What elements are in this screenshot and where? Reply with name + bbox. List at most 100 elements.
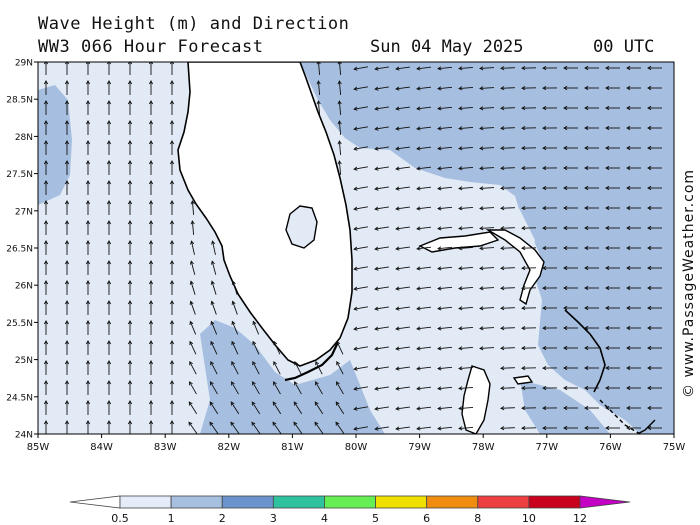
wave-arrow: [127, 380, 133, 395]
colorbar-tick-label: 4: [321, 512, 328, 525]
florida-peninsula: [177, 62, 353, 367]
wave-arrow: [395, 86, 410, 91]
colorbar-tick-label: 10: [522, 512, 536, 525]
wave-arrow: [231, 381, 239, 395]
lon-label: 76W: [599, 442, 622, 453]
wave-arrow: [85, 100, 91, 115]
wave-arrow: [395, 406, 410, 411]
wave-arrow: [64, 420, 70, 434]
wave-arrow: [605, 145, 620, 151]
wave-arrow: [43, 62, 49, 75]
wave-arrow: [209, 401, 219, 415]
wave-arrow: [374, 106, 389, 111]
wave-arrow: [64, 320, 70, 335]
wave-arrow: [521, 206, 537, 211]
wave-arrow: [85, 200, 91, 215]
grand-bahama: [418, 231, 500, 253]
wave-arrow: [169, 320, 175, 335]
wave-arrow: [127, 220, 133, 235]
wave-arrow: [542, 225, 558, 231]
wave-arrow: [374, 226, 389, 231]
wave-arrow: [353, 166, 368, 171]
wave-arrow: [395, 66, 410, 71]
wave-arrow: [169, 240, 175, 255]
cat-island: [636, 419, 656, 434]
wave-arrow: [251, 421, 261, 434]
wave-arrow: [85, 300, 91, 315]
wave-arrow: [169, 220, 175, 235]
wave-arrow: [190, 200, 195, 216]
forecast-time: 00 UTC: [593, 37, 655, 57]
wave-arrow: [416, 146, 432, 151]
wave-arrow: [189, 360, 197, 375]
wave-arrow: [458, 206, 474, 211]
wave-arrow: [437, 206, 453, 211]
lat-label: 25.5N: [6, 319, 33, 329]
wave-arrow: [563, 305, 578, 311]
wave-arrow: [416, 166, 432, 171]
florida-keys: [284, 341, 339, 382]
wave-arrow: [500, 406, 516, 411]
wave-arrow: [584, 245, 599, 251]
wave-arrow: [189, 340, 197, 355]
wave-arrow: [479, 166, 495, 171]
wave-arrow: [437, 146, 453, 151]
wave-arrow: [647, 65, 662, 71]
wave-arrow: [106, 180, 112, 195]
wave-arrow: [169, 62, 175, 75]
wave-arrow: [395, 146, 410, 151]
wave-arrow: [127, 80, 133, 95]
wave-arrow: [353, 426, 368, 431]
wave-arrow: [106, 240, 112, 255]
wave-arrow: [626, 345, 641, 351]
wave-arrow: [395, 246, 410, 251]
wave-arrow: [148, 160, 154, 175]
wave-arrow: [210, 381, 218, 395]
wave-arrow: [85, 120, 91, 135]
wave-arrow: [500, 366, 516, 371]
wave-arrow: [374, 306, 389, 311]
colorbar-segment: [477, 495, 530, 509]
wave-arrow: [337, 120, 342, 136]
wave-arrow: [353, 106, 368, 111]
wave-arrow: [395, 386, 410, 391]
wave-arrow: [64, 340, 70, 355]
wave-arrow: [43, 280, 49, 295]
wave-arrow: [127, 280, 133, 295]
wave-arrow: [521, 306, 537, 311]
wave-arrow: [374, 406, 389, 411]
wave-arrow: [458, 426, 474, 431]
wave-arrow: [479, 246, 495, 251]
wave-arrow: [395, 186, 410, 191]
wave-arrow: [479, 266, 495, 271]
wave-arrow: [189, 260, 196, 275]
wave-arrow: [127, 140, 133, 155]
wave-arrow: [437, 326, 453, 331]
wave-arrow: [127, 100, 133, 115]
wave-arrow: [230, 421, 240, 434]
wave-arrow: [647, 145, 662, 151]
wave-arrow: [148, 200, 154, 215]
wave-arrow: [563, 105, 578, 111]
wave-arrow: [106, 100, 112, 115]
wave-arrow: [458, 406, 474, 411]
colorbar-segment: [272, 495, 325, 509]
wave-height-colorbar: 0.5 1 2 3 4 5 6 8 10 12: [69, 495, 631, 525]
wave-arrow: [563, 85, 578, 91]
wave-arrow: [647, 85, 662, 91]
wave-arrow: [647, 285, 662, 291]
wave-arrow: [148, 420, 154, 434]
wave-arrow: [106, 140, 112, 155]
wave-arrow: [500, 386, 516, 391]
wave-arrow: [563, 345, 578, 351]
wave-arrow: [106, 220, 112, 235]
wave-arrow: [85, 220, 91, 235]
wave-arrow: [416, 246, 432, 251]
wave-arrow: [563, 405, 578, 411]
wave-arrow: [626, 405, 641, 411]
wave-arrow: [584, 405, 599, 411]
wave-arrow: [479, 186, 495, 191]
wave-arrow: [416, 326, 432, 331]
wave-arrow: [64, 260, 70, 275]
wave-arrow: [252, 360, 260, 375]
